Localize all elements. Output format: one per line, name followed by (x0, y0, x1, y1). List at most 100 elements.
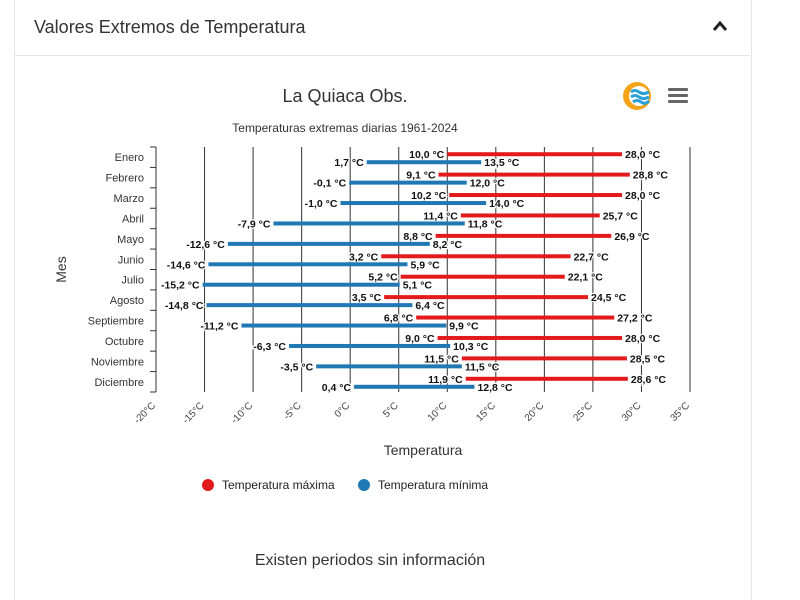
x-tick-label: 15°C (474, 400, 498, 424)
data-label: 11,8 °C (468, 218, 503, 230)
data-label: 5,9 °C (410, 259, 440, 271)
x-tick-label: 25°C (571, 400, 595, 424)
data-label: -0,1 °C (313, 178, 346, 190)
legend-label-min: Temperatura mínima (378, 478, 489, 492)
bar-min (202, 282, 400, 287)
y-tick-label: Junio (118, 254, 144, 266)
x-tick-label: 0°C (333, 400, 353, 420)
data-label: 28,8 °C (633, 170, 669, 182)
menu-bar-icon (668, 100, 688, 103)
x-tick-label: -5°C (282, 400, 304, 422)
bar-min (289, 343, 451, 348)
bar-max (460, 213, 600, 218)
data-label: 11,5 °C (424, 353, 459, 365)
panel-header: Valores Extremos de Temperatura (14, 0, 750, 56)
y-tick-label: Agosto (110, 295, 144, 307)
data-label: -6,3 °C (253, 341, 286, 353)
bar-max (449, 193, 623, 198)
data-label: 11,9 °C (428, 374, 463, 386)
bar-max (384, 295, 589, 300)
data-label: 28,6 °C (631, 374, 667, 386)
data-label: 22,1 °C (568, 272, 604, 284)
y-tick-label: Marzo (113, 193, 144, 205)
data-label: -1,0 °C (305, 198, 338, 210)
bar-min (366, 160, 482, 165)
data-label: 5,1 °C (403, 280, 433, 292)
data-label: 27,2 °C (617, 313, 653, 325)
legend-label-max: Temperatura máxima (221, 478, 335, 492)
legend-item-max[interactable]: Temperatura máxima (201, 478, 335, 492)
bar-min (316, 364, 462, 369)
x-tick-label: -15°C (181, 400, 207, 426)
bar-max (416, 315, 615, 320)
y-tick-label: Noviembre (91, 356, 144, 368)
y-tick-label: Abril (122, 213, 144, 225)
menu-bar-icon (668, 94, 688, 97)
y-tick-label: Mayo (117, 234, 144, 246)
data-label: 3,5 °C (352, 292, 382, 304)
data-label: 10,2 °C (411, 190, 447, 202)
data-label: -15,2 °C (161, 280, 200, 292)
chart-subtitle: Temperaturas extremas diarias 1961-2024 (232, 121, 458, 135)
data-label: 10,3 °C (453, 341, 489, 353)
legend-item-min[interactable]: Temperatura mínima (358, 478, 488, 492)
x-tick-label: 20°C (523, 400, 547, 424)
data-label: 24,5 °C (591, 292, 627, 304)
data-label: -7,9 °C (238, 218, 271, 230)
data-label: -14,6 °C (167, 259, 206, 271)
data-label: 28,0 °C (625, 333, 661, 345)
bar-min (206, 303, 413, 308)
data-label: -14,8 °C (165, 300, 204, 312)
x-tick-label: -10°C (229, 400, 255, 426)
data-label: 9,9 °C (449, 321, 479, 333)
data-label: 0,4 °C (322, 382, 352, 394)
data-label: 6,4 °C (415, 300, 445, 312)
bar-min (273, 221, 465, 226)
x-tick-label: 30°C (620, 400, 644, 424)
x-tick-label: 5°C (381, 400, 401, 420)
institution-logo (623, 82, 651, 110)
panel-title: Valores Extremos de Temperatura (34, 17, 306, 37)
data-label: 11,4 °C (423, 210, 458, 222)
chart-legend: Temperatura máxima Temperatura mínima (0, 478, 690, 494)
data-label: 1,7 °C (334, 157, 364, 169)
data-label: 6,8 °C (384, 313, 414, 325)
data-label: 9,0 °C (405, 333, 435, 345)
data-label: 26,9 °C (614, 231, 650, 243)
bar-max (381, 254, 571, 259)
data-label: 13,5 °C (484, 157, 520, 169)
x-tick-label: 35°C (669, 400, 693, 424)
y-axis-title: Mes (53, 256, 69, 282)
missing-data-note: Existen periodos sin información (254, 552, 486, 569)
collapse-button[interactable] (708, 14, 732, 38)
y-tick-label: Septiembre (88, 316, 144, 328)
data-label: 10,0 °C (409, 149, 445, 161)
data-label: 28,0 °C (625, 190, 661, 202)
chart-menu-button[interactable] (668, 88, 688, 104)
y-tick-label: Diciembre (94, 377, 144, 389)
bar-min (208, 262, 408, 267)
y-tick-label: Febrero (105, 173, 144, 185)
bar-min (354, 384, 475, 389)
chart-title: La Quiaca Obs. (282, 86, 408, 106)
data-label: 12,0 °C (470, 178, 506, 190)
data-label: 9,1 °C (406, 170, 436, 182)
x-tick-label: -20°C (132, 400, 158, 426)
data-label: -11,2 °C (200, 321, 238, 333)
data-label: 12,8 °C (477, 382, 513, 394)
data-label: 14,0 °C (489, 198, 525, 210)
legend-dot-min (358, 479, 370, 491)
data-label: -3,5 °C (280, 361, 313, 373)
bar-min (340, 201, 487, 206)
bar-max (400, 274, 565, 279)
data-label: 5,2 °C (368, 272, 398, 284)
data-label: -12,6 °C (186, 239, 225, 251)
menu-bar-icon (668, 88, 688, 91)
bar-max (437, 335, 623, 340)
data-label: 28,0 °C (625, 149, 661, 161)
chevron-up-icon (713, 21, 727, 31)
legend-dot-max (201, 479, 214, 491)
data-label: 22,7 °C (574, 251, 610, 263)
